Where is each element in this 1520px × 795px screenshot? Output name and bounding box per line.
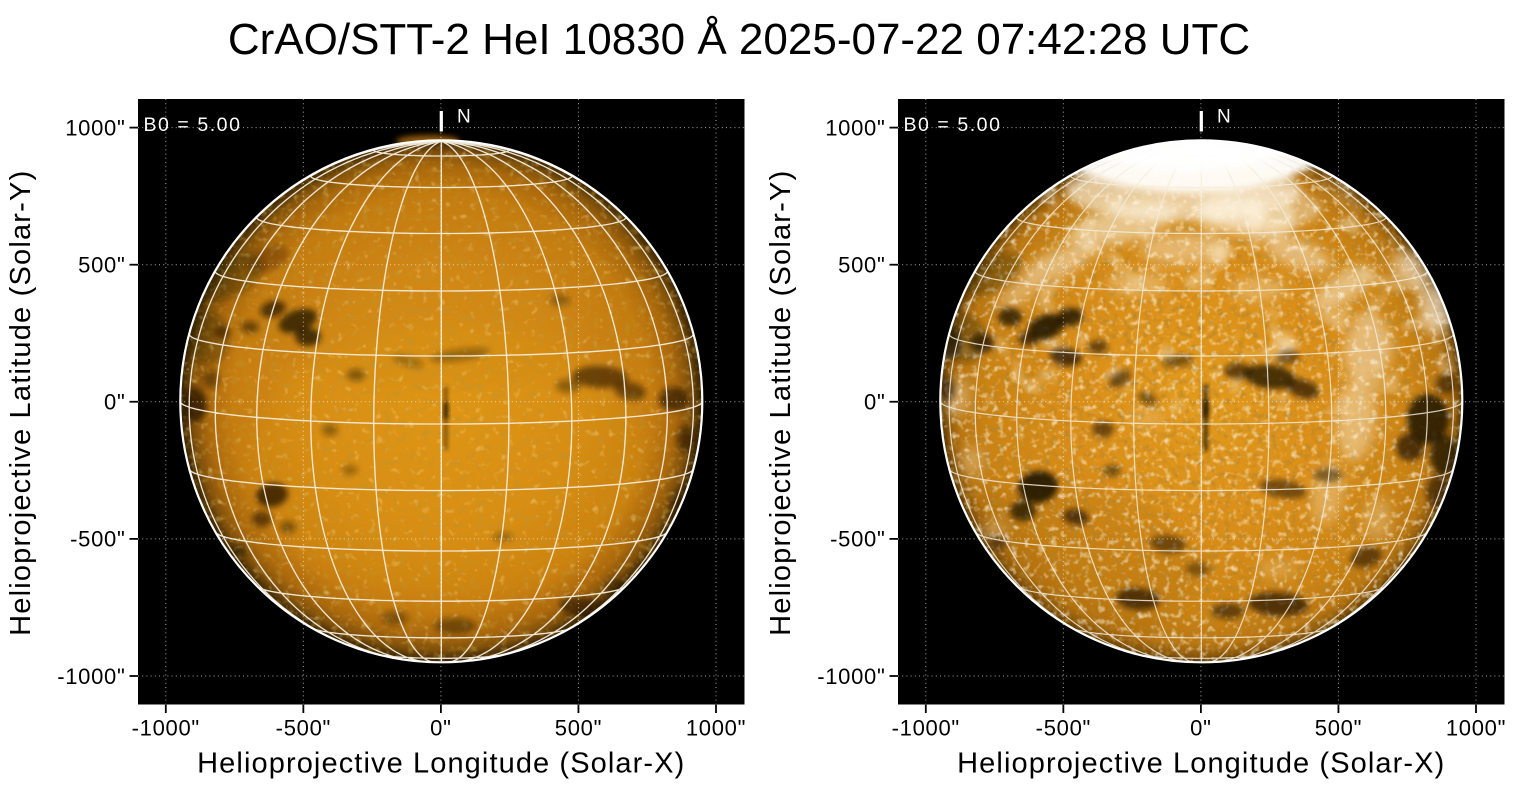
svg-text:1000": 1000" <box>825 115 885 140</box>
svg-text:Helioprojective Latitude (Sola: Helioprojective Latitude (Solar-Y) <box>765 170 797 636</box>
svg-text:Helioprojective Longitude (Sol: Helioprojective Longitude (Solar-X) <box>957 748 1445 780</box>
svg-text:-1000": -1000" <box>817 664 885 689</box>
svg-text:0": 0" <box>1190 716 1211 741</box>
svg-text:500": 500" <box>78 253 125 278</box>
svg-text:N: N <box>1217 106 1231 127</box>
svg-text:1000": 1000" <box>1446 716 1506 741</box>
svg-text:500": 500" <box>555 716 602 741</box>
svg-text:Helioprojective Latitude (Sola: Helioprojective Latitude (Solar-Y) <box>5 170 37 636</box>
svg-text:-500": -500" <box>1036 716 1091 741</box>
svg-text:-1000": -1000" <box>892 716 960 741</box>
svg-text:-1000": -1000" <box>132 716 200 741</box>
svg-text:-500": -500" <box>830 527 885 552</box>
svg-text:B0 = 5.00: B0 = 5.00 <box>904 114 1002 136</box>
svg-text:B0 = 5.00: B0 = 5.00 <box>144 114 242 136</box>
svg-text:-500": -500" <box>70 527 125 552</box>
svg-text:500": 500" <box>1315 716 1362 741</box>
svg-text:0": 0" <box>864 390 885 415</box>
svg-text:Helioprojective Longitude (Sol: Helioprojective Longitude (Solar-X) <box>197 748 685 780</box>
svg-text:0": 0" <box>104 390 125 415</box>
svg-text:CrAO/STT-2 HeI 10830 Å 2025-07: CrAO/STT-2 HeI 10830 Å 2025-07-22 07:42:… <box>228 15 1250 64</box>
svg-text:1000": 1000" <box>686 716 746 741</box>
svg-text:0": 0" <box>430 716 451 741</box>
svg-text:1000": 1000" <box>65 115 125 140</box>
svg-text:500": 500" <box>838 253 885 278</box>
svg-text:-500": -500" <box>276 716 331 741</box>
svg-text:-1000": -1000" <box>57 664 125 689</box>
svg-text:N: N <box>457 106 471 127</box>
